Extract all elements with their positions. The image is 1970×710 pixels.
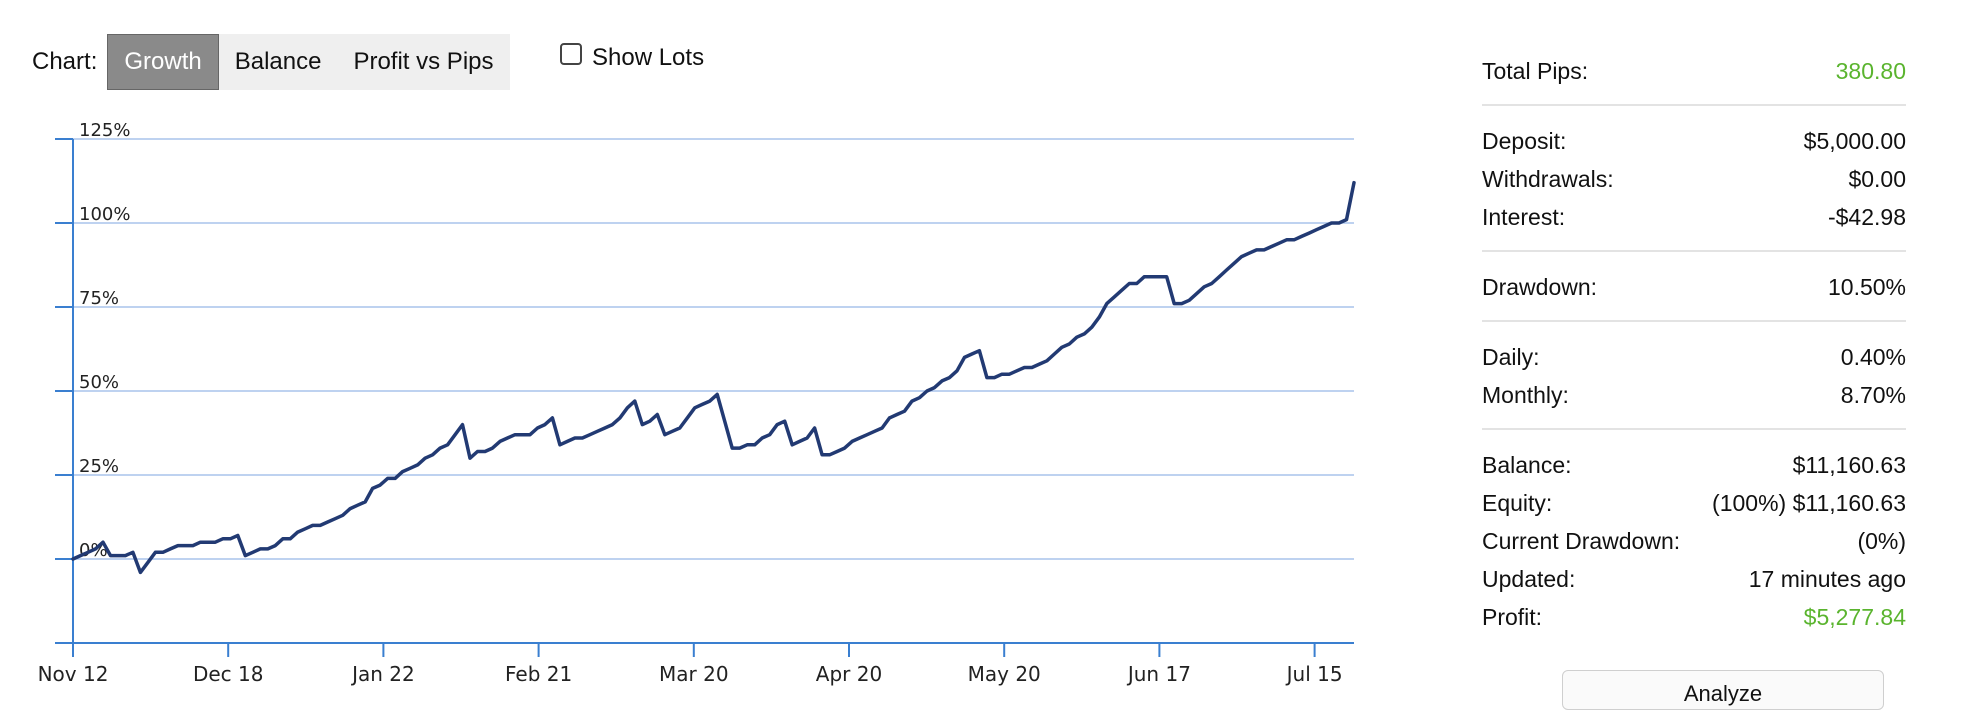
stat-interest: Interest: -$42.98 — [1482, 198, 1906, 236]
chart-selector-label: Chart: — [32, 48, 98, 75]
divider — [1482, 250, 1906, 252]
stat-updated: Updated: 17 minutes ago — [1482, 560, 1906, 598]
stat-label: Drawdown: — [1482, 273, 1598, 300]
x-tick-label: Nov 12 — [38, 662, 109, 686]
stat-drawdown: Drawdown: 10.50% — [1482, 268, 1906, 306]
chart-grid — [73, 138, 1354, 560]
x-tick-label: Dec 18 — [193, 662, 264, 686]
stat-value: -$42.98 — [1827, 203, 1906, 230]
stat-daily: Daily: 0.40% — [1482, 338, 1906, 376]
stat-equity: Equity: (100%) $11,160.63 — [1482, 484, 1906, 522]
stat-value: (0%) — [1857, 527, 1906, 554]
stat-label: Interest: — [1482, 203, 1566, 230]
growth-chart: 0%25%50%75%100%125%Nov 12 Dec 18 Jan 22 Feb… — [38, 120, 1356, 686]
stat-value: (100%) $11,160.63 — [1712, 489, 1906, 516]
x-tick-label: Jan 22 — [350, 662, 415, 686]
growth-series-line — [71, 180, 1356, 575]
show-lots-checkbox[interactable] — [560, 43, 582, 65]
stat-label: Profit: — [1482, 603, 1543, 630]
x-tick-label: Jun 17 — [1126, 662, 1191, 686]
stat-total-pips: Total Pips: 380.80 — [1482, 52, 1906, 90]
stat-label: Updated: — [1482, 565, 1576, 592]
stat-monthly: Monthly: 8.70% — [1482, 376, 1906, 414]
stat-value: 380.80 — [1835, 57, 1906, 84]
x-tick-label: Jul 15 — [1285, 662, 1343, 686]
show-lots-label: Show Lots — [592, 44, 705, 71]
x-tick-label: Apr 20 — [816, 662, 882, 686]
x-tick-label: Feb 21 — [505, 662, 572, 686]
stat-label: Deposit: — [1482, 127, 1567, 154]
stat-value: 0.40% — [1840, 343, 1906, 370]
y-tick-label: 100% — [79, 204, 130, 225]
stat-value: $0.00 — [1848, 165, 1906, 192]
tab-profit-vs-pips[interactable]: Profit vs Pips — [337, 34, 510, 90]
stat-value: $5,277.84 — [1803, 603, 1906, 630]
stat-label: Current Drawdown: — [1482, 527, 1681, 554]
stat-current-drawdown: Current Drawdown: (0%) — [1482, 522, 1906, 560]
tab-balance[interactable]: Balance — [218, 34, 338, 90]
y-tick-label: 75% — [79, 288, 119, 309]
chart-axes: 0%25%50%75%100%125%Nov 12 Dec 18 Jan 22 Feb… — [38, 120, 1354, 686]
analyze-button[interactable]: Analyze — [1562, 670, 1884, 710]
stat-value: $5,000.00 — [1803, 127, 1906, 154]
account-stats-panel: Total Pips: 380.80 Deposit: $5,000.00 Wi… — [1482, 52, 1906, 636]
y-tick-label: 50% — [79, 372, 119, 393]
divider — [1482, 320, 1906, 322]
stat-profit: Profit: $5,277.84 — [1482, 598, 1906, 636]
stat-value: 10.50% — [1827, 273, 1906, 300]
stat-label: Balance: — [1482, 451, 1572, 478]
chart-series — [71, 180, 1356, 575]
y-tick-label: 125% — [79, 120, 130, 141]
tab-growth[interactable]: Growth — [107, 34, 219, 90]
divider — [1482, 104, 1906, 106]
stat-balance: Balance: $11,160.63 — [1482, 446, 1906, 484]
show-lots-toggle[interactable]: Show Lots — [560, 43, 705, 72]
y-tick-label: 25% — [79, 456, 119, 477]
stat-deposit: Deposit: $5,000.00 — [1482, 122, 1906, 160]
stat-value: 8.70% — [1840, 381, 1906, 408]
x-tick-label: Mar 20 — [659, 662, 729, 686]
stat-withdrawals: Withdrawals: $0.00 — [1482, 160, 1906, 198]
stat-value: 17 minutes ago — [1748, 565, 1906, 592]
stat-value: $11,160.63 — [1792, 451, 1906, 478]
stat-label: Total Pips: — [1482, 57, 1589, 84]
x-tick-label: May 20 — [968, 662, 1041, 686]
divider — [1482, 428, 1906, 430]
chart-toolbar: Chart: Growth Balance Profit vs Pips — [32, 34, 510, 90]
stat-label: Withdrawals: — [1482, 165, 1614, 192]
stat-label: Monthly: — [1482, 381, 1569, 408]
stat-label: Daily: — [1482, 343, 1540, 370]
stat-label: Equity: — [1482, 489, 1553, 516]
